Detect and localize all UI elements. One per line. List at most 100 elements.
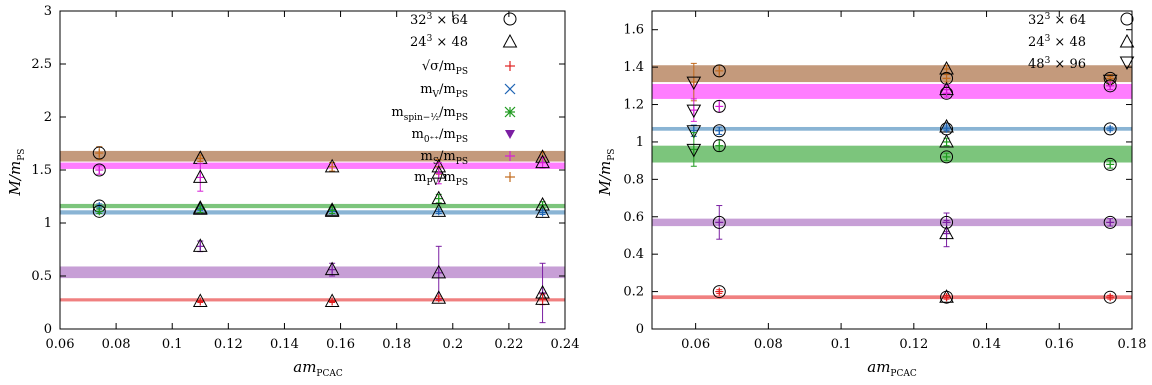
right-data-point [712,64,726,78]
point-marker-down [686,104,702,119]
legend-symbol-triangle-up-right [1119,33,1135,48]
left-y-tick-label: 2.5 [31,57,52,72]
left-data-point [431,162,447,185]
right-legend: 323 × 64 243 × 48 483 × 96 [1028,12,1135,72]
right-legend-symbols [1119,12,1135,71]
left-x-tick-label: 0.22 [494,337,523,352]
left-legend: 323 × 64 243 × 48 √σ/mPS mV/mPS mspin−½/… [391,12,518,188]
legend-symbol-triangle-down-right [1119,56,1135,71]
point-marker-up [535,154,550,169]
right-data-point [712,124,726,138]
left-data-point [92,204,106,218]
right-y-tick-label: 1.6 [623,23,644,38]
right-x-tick-label: 0.14 [972,337,1001,352]
point-marker-up [535,204,550,218]
right-data-point [1103,157,1117,171]
legend-entry-sigma: √σ/mPS [422,59,468,77]
right-data-point [940,290,954,304]
right-data-point [940,122,954,136]
point-marker-up [324,202,340,216]
left-data-point [192,163,208,192]
left-legend-symbols [502,12,518,182]
right-bands [652,65,1132,300]
point-marker-up [192,169,208,183]
right-y-tick-label: 1 [636,135,644,150]
legend-symbol-plus-orange [505,172,515,182]
point-marker-circle [940,290,954,304]
point-marker-circle [1103,122,1117,136]
legend-symbol-star-green-x [504,106,516,118]
left-data-point [324,261,340,277]
point-marker-circle [712,215,726,229]
left-chart: 0.06 0.08 0.1 0.12 0.14 0.16 0.18 0.2 0.22 0.24 0 0… [6,4,579,379]
right-y-tick-label: 0.8 [623,172,644,187]
point-marker-circle [92,146,106,160]
point-marker-down [686,143,702,158]
right-band-m-v-m-ps [652,126,1132,131]
point-marker-up [939,133,954,148]
right-y-tick-label: 0.6 [623,210,644,225]
left-y-tick-label: 2 [44,110,52,125]
point-marker-circle [712,124,726,138]
point-marker-up [431,203,447,217]
legend-entry-spin-half: mspin−½/mPS [391,105,468,123]
legend-entry-48x96-right: 483 × 96 [1028,56,1086,72]
right-y-tick-label: 1.2 [623,98,644,113]
legend-symbol-circle [503,12,517,26]
right-data-point [939,60,954,75]
left-data-point [192,201,208,215]
point-marker-up [535,291,550,305]
right-data-point [712,99,726,113]
left-data-point [192,238,208,253]
left-data-point [92,163,106,177]
right-plot-frame [651,10,1133,330]
left-x-axis-label: amPCAC [293,358,343,379]
right-data-point [940,86,954,100]
left-data-point [431,203,447,217]
left-y-tick-label: 0 [44,322,52,337]
left-x-tick-label: 0.08 [102,337,131,352]
right-y-axis-label: M/mPS [596,149,617,197]
right-data-point [939,220,954,248]
point-marker-circle [1103,290,1117,304]
right-data-point [686,62,702,102]
legend-entry-scalar-glueball: m0⁺⁺/mPS [411,127,468,145]
right-band-m-0-m-ps [652,218,1132,227]
point-marker-circle [940,71,954,85]
right-x-tick-label: 0.16 [1045,337,1074,352]
left-y-tick-label: 1.5 [31,163,52,178]
right-marks [686,60,1118,304]
legend-entry-vector: mV/mPS [420,82,468,100]
legend-symbol-filled-triangle [505,130,515,139]
point-marker-circle [712,64,726,78]
left-band-m-v-m-ps [60,210,565,215]
left-data-point [324,293,340,307]
point-marker-circle [1103,157,1117,171]
right-x-axis-label: amPCAC [867,358,917,379]
left-bands [60,150,565,302]
legend-entry-24x48: 243 × 48 [410,34,468,50]
legend-entry-24x48-right: 243 × 48 [1028,34,1086,50]
point-marker-up [431,165,447,179]
point-marker-down [686,125,702,139]
point-marker-up [939,289,954,303]
left-band-m-s-m-ps [60,162,565,169]
left-data-point [535,204,550,218]
right-data-point [712,139,726,153]
right-x-tick-label: 0.12 [899,337,928,352]
right-chart: 0.06 0.08 0.1 0.12 0.14 0.16 0.18 0 0.2 0.4 0.6 0.8… [596,10,1146,379]
point-marker-up [431,264,447,279]
left-y-axis-label: M/mPS [6,149,27,197]
right-y-tick-label: 0 [636,322,644,337]
point-marker-up [192,201,208,215]
right-x-tick-label: 0.06 [681,337,710,352]
right-band-m-pv-m-ps [652,65,1132,83]
left-x-tick-label: 0.12 [214,337,243,352]
right-y-tick-label: 1.4 [623,60,644,75]
right-band-m-s-m-ps [652,83,1132,99]
left-ticks: 0.06 0.08 0.1 0.12 0.14 0.16 0.18 0.2 0.22 0.24 0 0… [31,4,579,352]
right-ticks: 0.06 0.08 0.1 0.12 0.14 0.16 0.18 0 0.2 0.4 0.6 0.8… [623,11,1146,352]
point-marker-up [324,158,340,173]
right-data-point [712,205,726,240]
